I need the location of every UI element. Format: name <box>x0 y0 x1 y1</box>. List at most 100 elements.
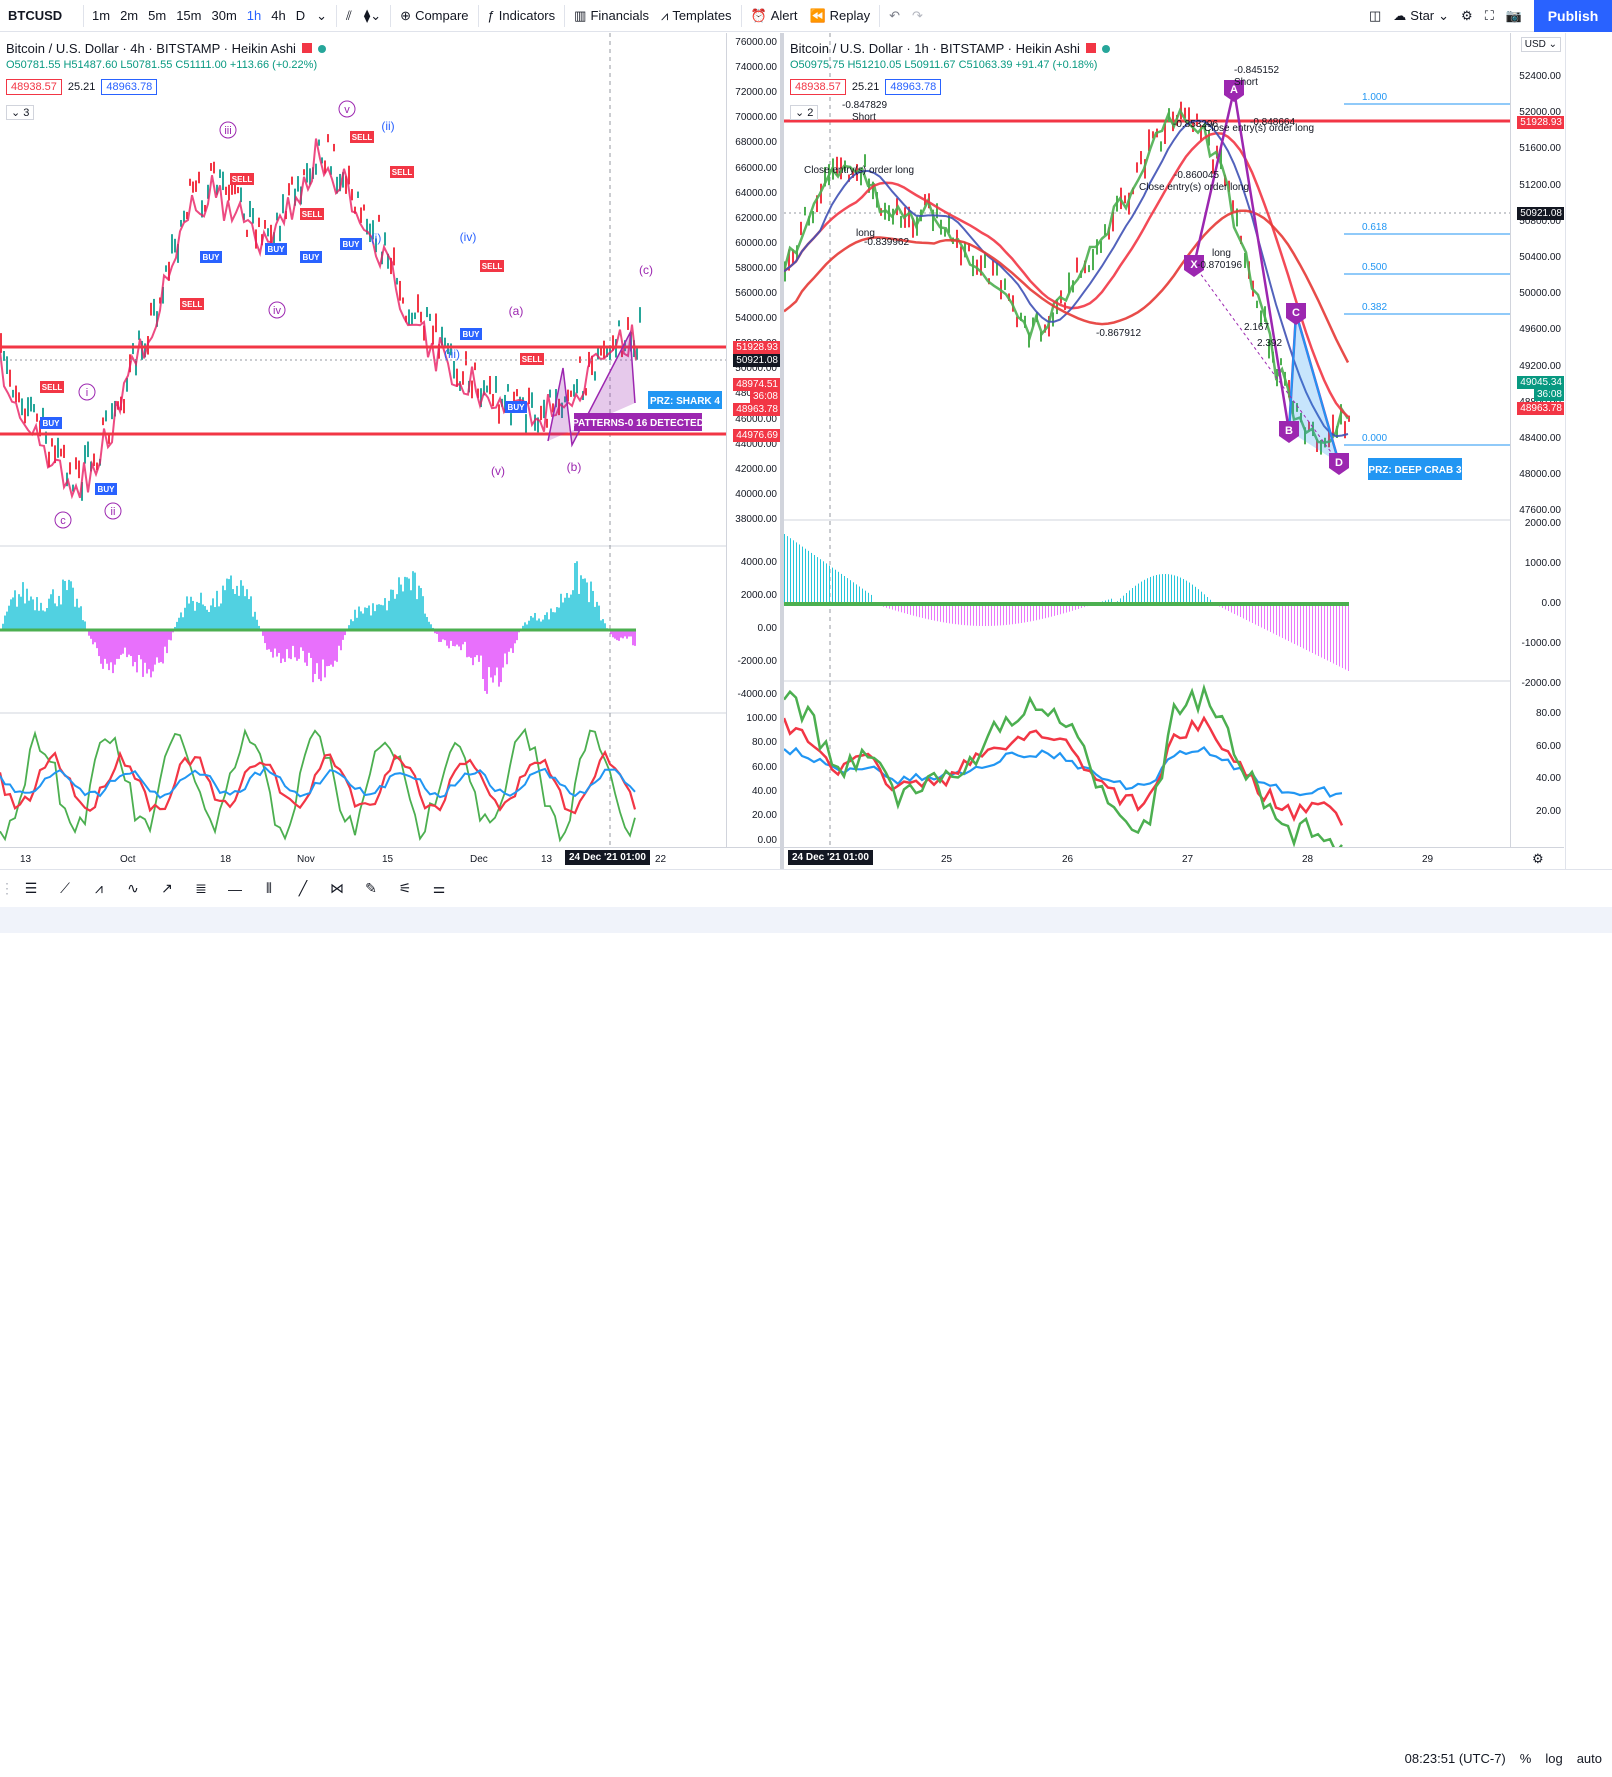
interval-4h[interactable]: 4h <box>266 8 290 23</box>
interval-30m[interactable]: 30m <box>206 8 241 23</box>
support-price-label[interactable]: 44976.69 <box>733 429 780 442</box>
histogram-bar <box>548 619 550 630</box>
buy-price-box[interactable]: 48963.78 <box>885 79 941 95</box>
interval-1h[interactable]: 1h <box>242 8 266 23</box>
ask-price-label[interactable]: 48963.78 <box>733 403 780 416</box>
candle-type-icon[interactable]: ⧫⌄ <box>358 0 387 32</box>
countdown-label[interactable]: 36:08 <box>750 390 780 403</box>
resistance-price-label[interactable]: 51928.93 <box>1517 116 1564 129</box>
interval-5m[interactable]: 5m <box>143 8 171 23</box>
candle <box>486 386 488 393</box>
candle <box>462 371 464 385</box>
histogram-bar <box>508 630 510 652</box>
line-icon[interactable]: ╱ <box>286 874 320 904</box>
currency-dropdown[interactable]: USD ⌄ <box>1521 37 1561 52</box>
percent-toggle[interactable]: % <box>1520 1751 1532 1766</box>
layout-icon[interactable]: ◫ <box>1363 0 1387 32</box>
chart-settings-icon[interactable]: ⚙ <box>1532 851 1544 867</box>
log-toggle[interactable]: log <box>1545 1751 1562 1766</box>
brush-icon[interactable]: ✎ <box>354 874 388 904</box>
candle <box>3 351 5 361</box>
replay-button[interactable]: ⏪Replay <box>803 0 876 32</box>
strategy-annotation: long <box>1212 248 1231 259</box>
separator <box>336 5 337 27</box>
histogram-bar <box>970 604 971 626</box>
interval-1m[interactable]: 1m <box>87 8 115 23</box>
current-price-label[interactable]: 50921.08 <box>733 354 780 367</box>
interval-2m[interactable]: 2m <box>115 8 143 23</box>
buy-price-box[interactable]: 48963.78 <box>101 79 157 95</box>
sell-price-box[interactable]: 48938.57 <box>6 79 62 95</box>
histogram-bar <box>282 630 284 659</box>
countdown-label[interactable]: 36:08 <box>1534 388 1564 401</box>
fib-retracement-icon[interactable]: ≣ <box>184 874 218 904</box>
histogram-bar <box>466 630 468 657</box>
fullscreen-icon[interactable]: ⛶ <box>1479 0 1500 32</box>
wave-pattern-icon[interactable]: ⩘ <box>82 874 116 904</box>
interval-dropdown-icon[interactable]: ⌄ <box>310 0 333 32</box>
ask-price-label[interactable]: 48963.78 <box>1517 402 1564 415</box>
current-price-label[interactable]: 50921.08 <box>1517 207 1564 220</box>
financials-button[interactable]: ▥Financials <box>568 0 655 32</box>
cloud-icon: ☁ <box>1393 8 1406 24</box>
clock-time[interactable]: 08:23:51 (UTC-7) <box>1405 1751 1506 1766</box>
price-tick: 42000.00 <box>735 464 777 475</box>
camera-icon[interactable]: 📷 <box>1500 0 1528 32</box>
price-tick: 56000.00 <box>735 288 777 299</box>
left-chart-canvas[interactable]: SELLSELLSELLSELLSELLSELLSELLSELLBUYBUYBU… <box>0 33 726 847</box>
fib-level-label: 0.618 <box>1362 222 1387 233</box>
auto-toggle[interactable]: auto <box>1577 1751 1602 1766</box>
flag-icon[interactable] <box>302 43 312 53</box>
indicator-collapse-toggle[interactable]: ⌄ 3 <box>6 105 34 120</box>
undo-icon[interactable]: ↶ <box>883 0 906 32</box>
histogram-bar <box>396 594 398 630</box>
elliott-wave-icon[interactable]: ∿ <box>116 874 150 904</box>
templates-button[interactable]: ⩘Templates <box>655 0 738 32</box>
redo-icon[interactable]: ↷ <box>906 0 929 32</box>
histogram-bar <box>284 630 286 662</box>
candle <box>489 376 491 394</box>
alert-button[interactable]: ⏰Alert <box>745 0 804 32</box>
harmonic-pattern-leg <box>1289 313 1339 463</box>
histogram-bar <box>278 630 280 653</box>
histogram-bar <box>206 610 208 630</box>
settings-lines-icon[interactable]: ⚟ <box>388 874 422 904</box>
grip-icon[interactable]: ⋮ <box>0 874 14 904</box>
moving-average-line <box>0 139 636 498</box>
gear-icon[interactable]: ⚙ <box>1455 0 1479 32</box>
sell-price-box[interactable]: 48938.57 <box>790 79 846 95</box>
interval-15m[interactable]: 15m <box>171 8 206 23</box>
compare-button[interactable]: ⊕Compare <box>394 0 474 32</box>
histogram-bar <box>570 595 572 630</box>
histogram-bar <box>356 618 358 630</box>
cursor-menu-icon[interactable]: ☰ <box>14 874 48 904</box>
ray-icon[interactable]: ↗ <box>150 874 184 904</box>
measure-icon[interactable]: ⚌ <box>422 874 456 904</box>
vertical-lines-icon[interactable]: ⦀ <box>252 874 286 904</box>
horizontal-line-icon[interactable]: — <box>218 874 252 904</box>
histogram-bar <box>186 596 188 630</box>
histogram-bar <box>322 630 324 660</box>
flag-icon[interactable] <box>1086 43 1096 53</box>
interval-D[interactable]: D <box>291 8 310 23</box>
symbol-search[interactable]: BTCUSD <box>0 0 80 32</box>
histogram-bar <box>152 630 154 671</box>
histogram-bar <box>967 604 968 625</box>
star-button[interactable]: ☁Star⌄ <box>1387 0 1455 32</box>
histogram-bar <box>985 604 986 626</box>
bar-style-icon[interactable]: ⫽ <box>340 0 358 32</box>
pattern-icon[interactable]: ⋈ <box>320 874 354 904</box>
histogram-bar <box>1180 578 1181 604</box>
publish-button[interactable]: Publish <box>1534 0 1612 32</box>
resistance-price-label[interactable]: 51928.93 <box>733 341 780 354</box>
trend-line-icon[interactable]: ⟋ <box>48 874 82 904</box>
indicator-collapse-toggle[interactable]: ⌄ 2 <box>790 105 818 120</box>
